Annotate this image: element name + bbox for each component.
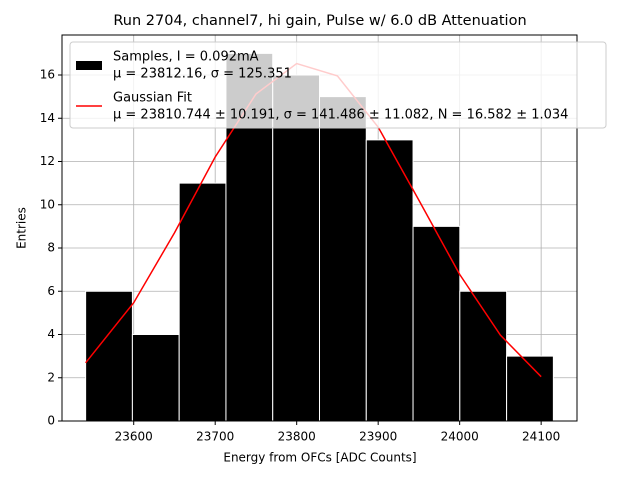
plot-frame bbox=[61, 34, 578, 422]
y-tick-label: 12 bbox=[40, 154, 55, 168]
histogram-bar bbox=[412, 225, 461, 422]
legend-stats: μ = 23810.744 ± 10.191, σ = 141.486 ± 11… bbox=[113, 108, 568, 123]
chart-title: Run 2704, channel7, hi gain, Pulse w/ 6.… bbox=[113, 13, 526, 29]
x-tick-label: 23700 bbox=[196, 430, 234, 444]
y-tick-label: 4 bbox=[47, 327, 55, 341]
x-tick-label: 23600 bbox=[115, 430, 153, 444]
x-tick-label: 23900 bbox=[359, 430, 397, 444]
histogram-bar bbox=[459, 290, 508, 422]
legend: Samples, I = 0.092mA μ = 23812.16, σ = 12… bbox=[69, 41, 607, 129]
y-tick-label: 14 bbox=[40, 111, 55, 125]
y-tick-label: 6 bbox=[47, 284, 55, 298]
histogram-bar bbox=[365, 139, 414, 422]
histogram-bar bbox=[131, 334, 180, 422]
y-tick-label: 2 bbox=[47, 370, 55, 384]
x-tick-label: 23800 bbox=[278, 430, 316, 444]
legend-box bbox=[69, 41, 607, 129]
y-tick-label: 8 bbox=[47, 241, 55, 255]
legend-stats: μ = 23812.16, σ = 125.351 bbox=[113, 67, 292, 82]
x-tick-label: 24000 bbox=[441, 430, 479, 444]
y-tick-label: 0 bbox=[47, 414, 55, 428]
axes: 23600 23700 23800 23900 24000 24100 0 2 4 6 8 10 12 1… bbox=[40, 34, 578, 444]
histogram-bar bbox=[319, 96, 367, 422]
histogram-bar bbox=[178, 182, 227, 422]
y-axis-label: Entries bbox=[15, 207, 29, 249]
histogram-bar bbox=[85, 290, 133, 422]
y-tick-label: 16 bbox=[40, 68, 55, 82]
x-tick-label: 24100 bbox=[522, 430, 560, 444]
legend-label: Samples, I = 0.092mA bbox=[113, 50, 259, 65]
histogram-bar bbox=[506, 355, 554, 422]
x-axis-label: Energy from OFCs [ADC Counts] bbox=[223, 451, 416, 465]
legend-swatch bbox=[76, 61, 102, 70]
y-tick-label: 10 bbox=[40, 197, 55, 211]
legend-label: Gaussian Fit bbox=[113, 91, 192, 106]
